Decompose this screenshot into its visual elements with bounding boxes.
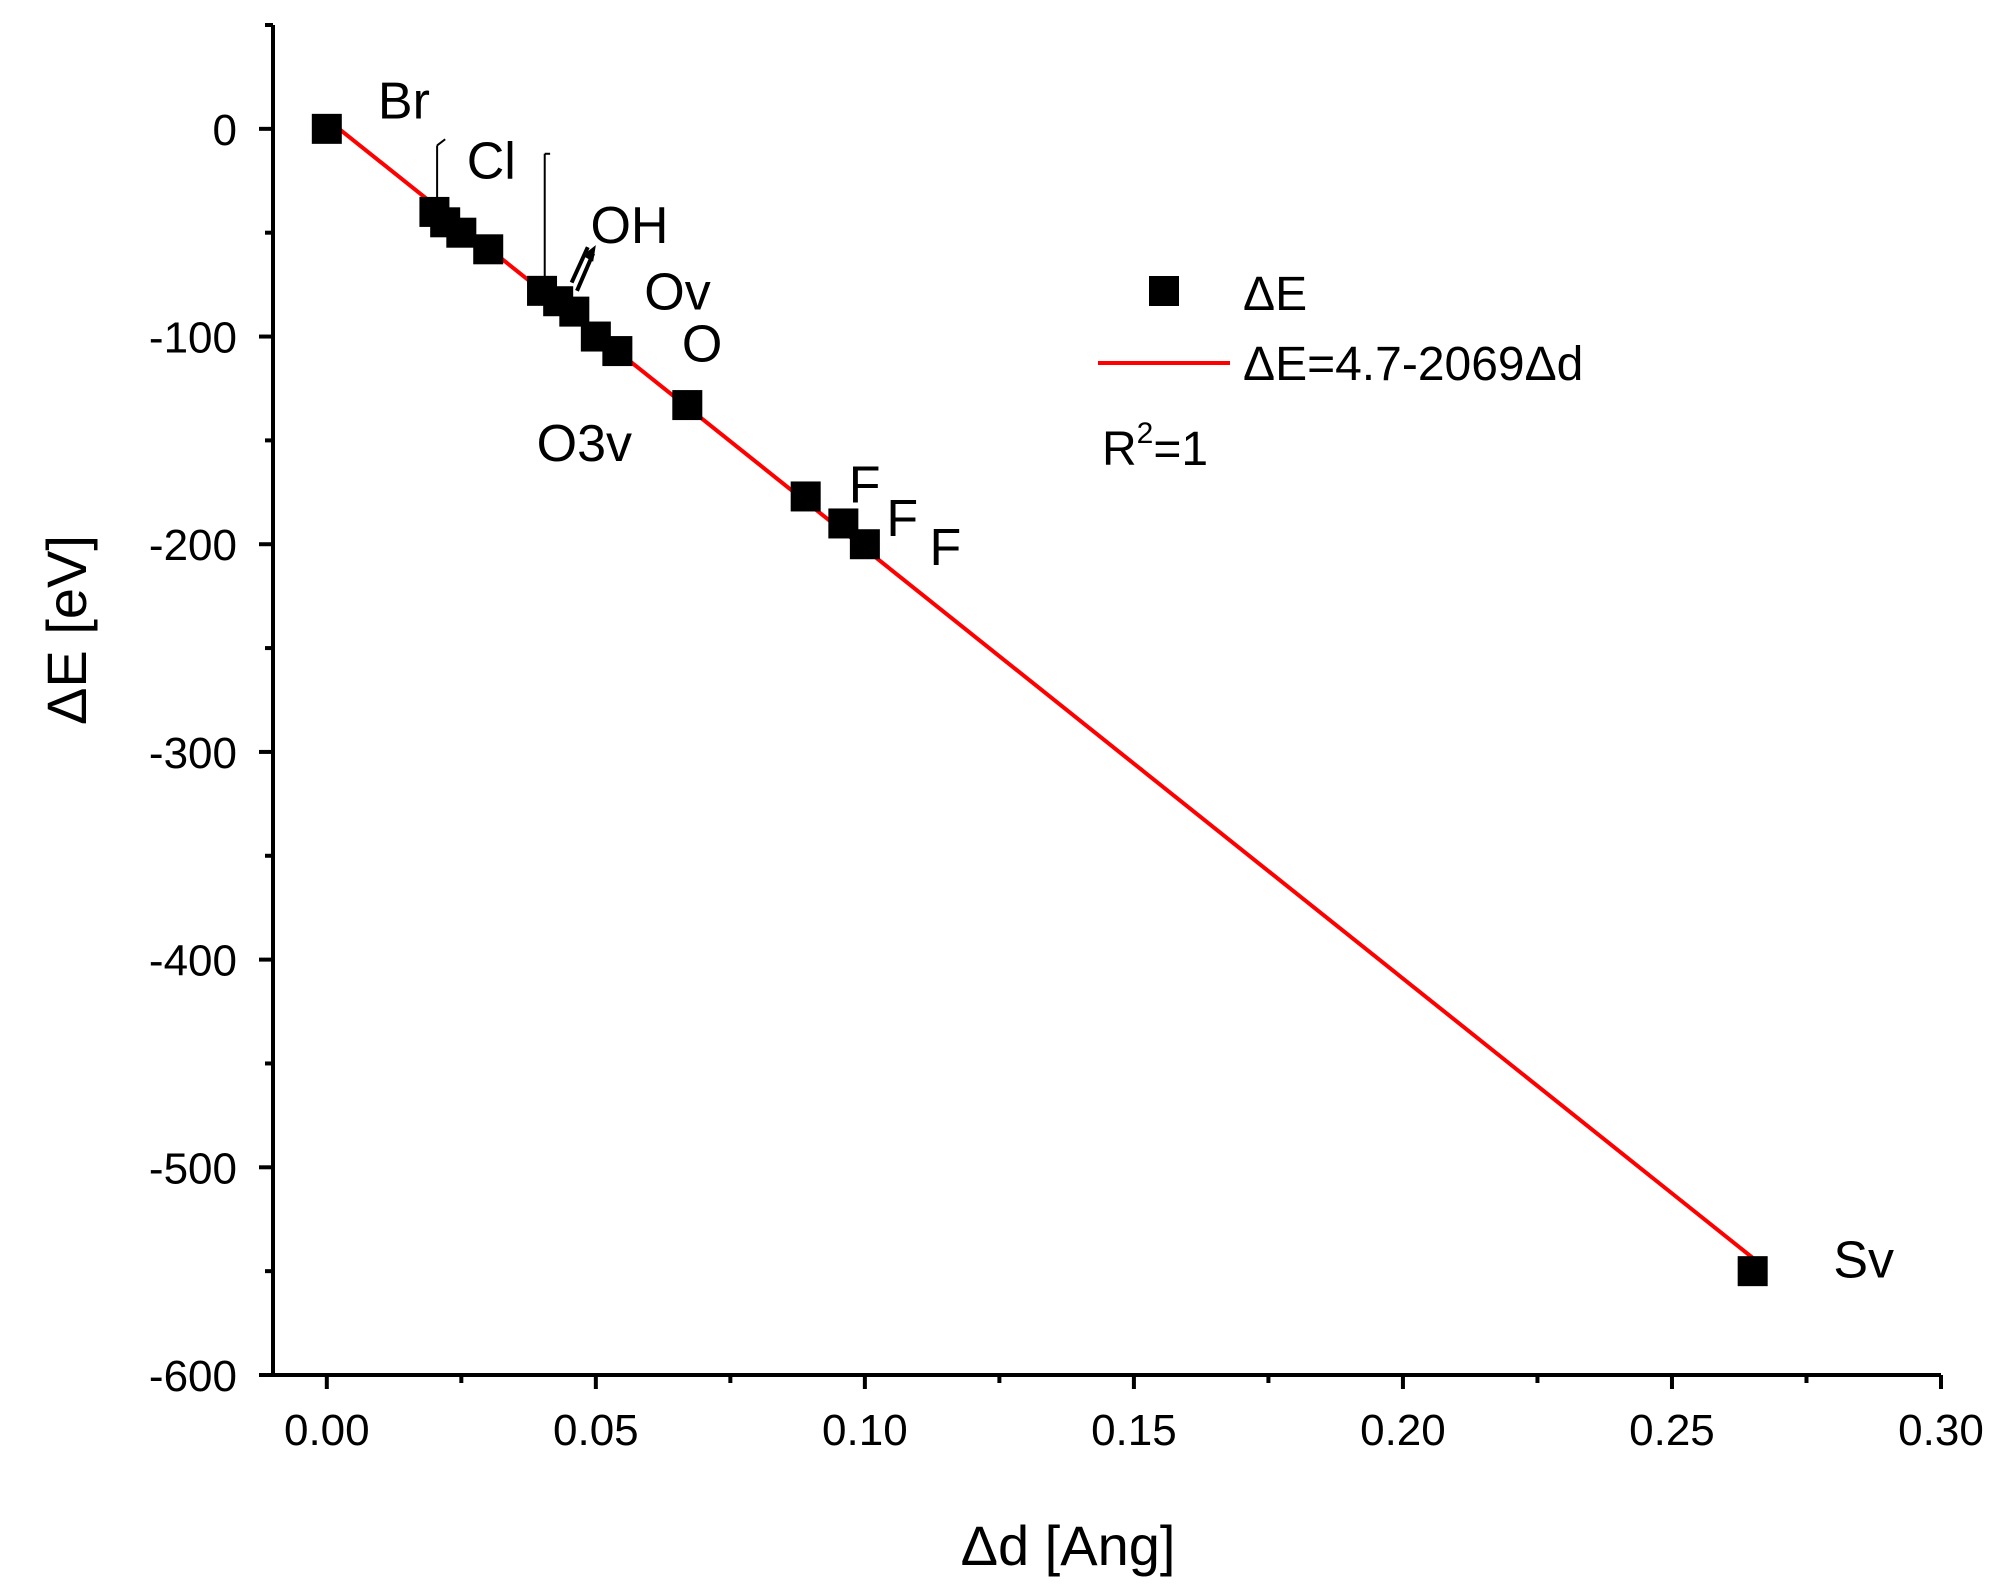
- x-tick-label: 0.05: [553, 1406, 639, 1455]
- legend-label-fit: ΔE=4.7-2069Δd: [1243, 338, 1583, 391]
- y-tick-label: 0: [213, 106, 237, 155]
- legend-marker-square: [1149, 276, 1179, 306]
- y-tick-label: -200: [149, 521, 237, 570]
- x-tick-label: 0.15: [1091, 1406, 1177, 1455]
- oh-arrow-head: [582, 245, 596, 262]
- x-ticks: 0.00 0.05 0.10 0.15 0.20 0.25 0.30: [284, 1375, 1984, 1455]
- point-label: Sv: [1833, 1231, 1894, 1289]
- point-label: F: [929, 519, 961, 577]
- legend-label-scatter: ΔE: [1243, 268, 1307, 321]
- y-tick-label: -400: [149, 937, 237, 986]
- x-tick-label: 0.30: [1898, 1406, 1984, 1455]
- y-tick-label: -300: [149, 729, 237, 778]
- data-point: [790, 481, 821, 512]
- data-point: [849, 529, 880, 560]
- point-label: OH: [590, 197, 668, 255]
- x-tick-label: 0.10: [822, 1406, 908, 1455]
- point-label: F: [849, 457, 881, 515]
- data-point: [602, 336, 633, 367]
- point-label: O: [682, 315, 722, 373]
- data-point: [473, 234, 504, 265]
- y-tick-label: -500: [149, 1144, 237, 1193]
- x-axis-title: Δd [Ang]: [961, 1514, 1176, 1577]
- data-point: [1737, 1256, 1768, 1287]
- y-axis-title: ΔE [eV]: [35, 535, 98, 725]
- oh-arrow-line: [569, 246, 590, 284]
- x-tick-label: 0.00: [284, 1406, 370, 1455]
- y-tick-label: -100: [149, 314, 237, 363]
- data-point: [672, 390, 703, 421]
- point-label: F: [886, 490, 918, 548]
- data-point: [446, 217, 477, 248]
- legend-r-squared: R2=1: [1102, 417, 1208, 476]
- data-point: [311, 113, 342, 144]
- x-tick-label: 0.20: [1360, 1406, 1446, 1455]
- point-annotations: Br Cl OH OvO O3v FFF Sv: [378, 72, 1894, 1289]
- x-tick-label: 0.25: [1629, 1406, 1715, 1455]
- point-label: Cl: [467, 133, 516, 191]
- point-label: Br: [378, 72, 430, 130]
- r2-suffix: =1: [1153, 423, 1208, 476]
- y-tick-label: -600: [149, 1352, 237, 1401]
- r2-superscript: 2: [1137, 417, 1154, 450]
- br-leader-hook: [436, 138, 446, 147]
- y-ticks: 0 -100 -200 -300 -400 -500 -600: [149, 23, 273, 1401]
- point-label: O3v: [537, 415, 632, 473]
- r2-prefix: R: [1102, 423, 1137, 476]
- axes: 0-100-200-300-400-500-600 0.00 0.05 0.10 0.…: [149, 23, 1984, 1455]
- data-markers: [311, 113, 1768, 1287]
- legend: ΔE ΔE=4.7-2069Δd R2=1: [1098, 268, 1583, 476]
- point-label: Ov: [644, 264, 710, 322]
